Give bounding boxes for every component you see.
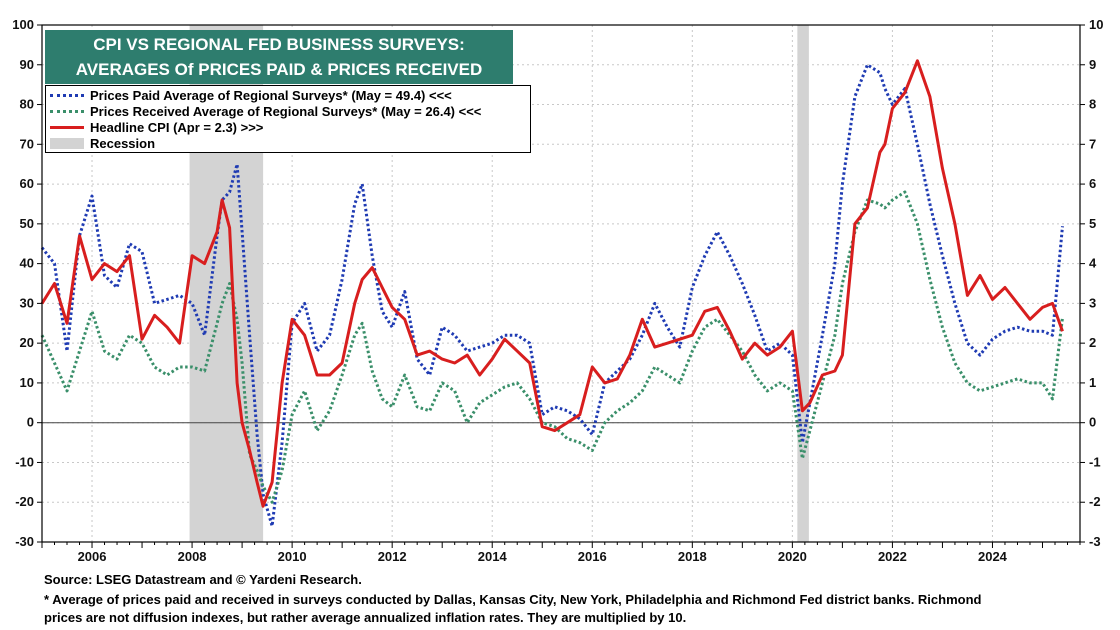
legend-swatch-prices-paid [50, 93, 84, 97]
plot-border [41, 24, 1081, 543]
source-note: Source: LSEG Datastream and © Yardeni Re… [44, 572, 362, 587]
x-tick-label: 2006 [78, 549, 107, 564]
right-tick-label: -2 [1089, 494, 1101, 509]
right-tick-label: 3 [1089, 295, 1096, 310]
left-tick-label: -10 [15, 454, 34, 469]
footnote-line-2: prices are not diffusion indexes, but ra… [44, 610, 687, 625]
chart-title-line-2: AVERAGES Of PRICES PAID & PRICES RECEIVE… [75, 60, 483, 79]
x-tick-label: 2024 [978, 549, 1008, 564]
x-tick-label: 2018 [678, 549, 707, 564]
legend: Prices Paid Average of Regional Surveys*… [45, 85, 531, 153]
legend-label-prices-paid: Prices Paid Average of Regional Surveys*… [90, 87, 452, 103]
x-tick-label: 2020 [778, 549, 807, 564]
left-axis-ticks: -30 -20 -10 0 10 20 30 40 50 60 70 80 90 100 [12, 17, 42, 549]
x-tick-label: 2008 [178, 549, 207, 564]
x-tick-label: 2012 [378, 549, 407, 564]
left-tick-label: -20 [15, 494, 34, 509]
left-tick-label: 20 [20, 335, 34, 350]
legend-label-recession: Recession [90, 135, 156, 151]
right-tick-label: 9 [1089, 57, 1096, 72]
series-lines [40, 59, 1064, 528]
left-tick-label: 50 [20, 216, 34, 231]
right-tick-label: 6 [1089, 176, 1096, 191]
legend-item-recession: Recession [50, 135, 526, 151]
right-tick-label: 1 [1089, 375, 1096, 390]
left-tick-label: 70 [20, 136, 34, 151]
left-tick-label: 100 [12, 17, 34, 32]
right-tick-label: 8 [1089, 97, 1096, 112]
right-tick-label: 5 [1089, 216, 1096, 231]
x-tick-label: 2022 [878, 549, 907, 564]
legend-swatch-prices-received [50, 109, 84, 113]
right-tick-label: -1 [1089, 454, 1101, 469]
legend-label-cpi: Headline CPI (Apr = 2.3) >>> [90, 119, 264, 135]
legend-item-prices-paid: Prices Paid Average of Regional Surveys*… [50, 87, 526, 103]
chart-title-box: CPI VS REGIONAL FED BUSINESS SURVEYS: AV… [45, 30, 513, 84]
series-cpi-line [40, 59, 1064, 508]
recession-band [797, 25, 809, 542]
plot-frame [41, 24, 1081, 543]
legend-label-prices-received: Prices Received Average of Regional Surv… [90, 103, 482, 119]
legend-item-prices-received: Prices Received Average of Regional Surv… [50, 103, 526, 119]
left-tick-label: 80 [20, 97, 34, 112]
legend-swatch-recession [50, 137, 84, 149]
chart-title-line-1: CPI VS REGIONAL FED BUSINESS SURVEYS: [93, 35, 465, 54]
left-tick-label: 90 [20, 57, 34, 72]
left-tick-label: -30 [15, 534, 34, 549]
x-tick-label: 2016 [578, 549, 607, 564]
series-prices-received-line [40, 190, 1064, 504]
legend-item-cpi: Headline CPI (Apr = 2.3) >>> [50, 119, 526, 135]
right-tick-label: 4 [1089, 256, 1097, 271]
x-tick-label: 2010 [278, 549, 307, 564]
left-tick-label: 10 [20, 375, 34, 390]
right-tick-label: 10 [1089, 17, 1103, 32]
left-tick-label: 30 [20, 295, 34, 310]
left-tick-label: 40 [20, 256, 34, 271]
right-tick-label: 0 [1089, 415, 1096, 430]
left-tick-label: 60 [20, 176, 34, 191]
legend-swatch-cpi [50, 125, 84, 129]
left-tick-label: 0 [27, 415, 34, 430]
right-tick-label: 7 [1089, 136, 1096, 151]
x-tick-label: 2014 [478, 549, 508, 564]
right-tick-label: -3 [1089, 534, 1101, 549]
x-axis-ticks: 2006 2008 2010 2012 2014 2016 2018 2020 2022 2024 [41, 542, 1081, 564]
right-axis-ticks: -3 -2 -1 0 1 2 3 4 5 6 7 8 9 10 [1080, 17, 1103, 549]
footnote-line-1: * Average of prices paid and received in… [44, 592, 982, 607]
right-tick-label: 2 [1089, 335, 1096, 350]
